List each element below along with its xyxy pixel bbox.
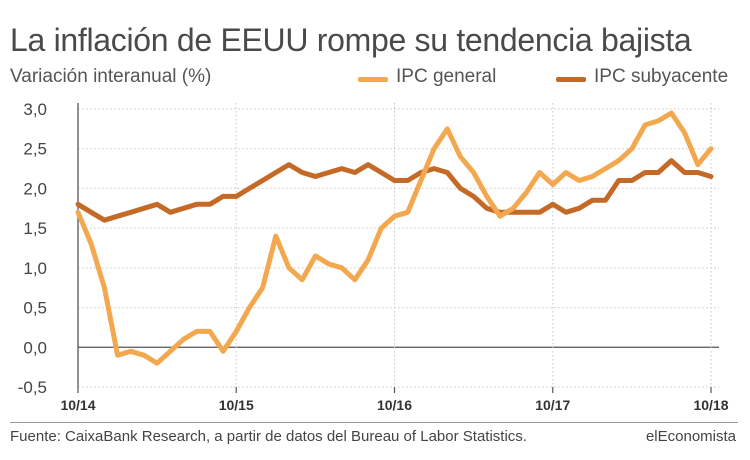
y-tick-label: 1,5 xyxy=(23,219,47,238)
grid-lines xyxy=(78,103,719,388)
x-tick-label: 10/15 xyxy=(219,397,254,413)
legend-label-ipc-general: IPC general xyxy=(396,66,497,87)
series-lines xyxy=(75,110,714,366)
y-tick-label: 0,0 xyxy=(23,338,47,357)
y-tick-label: 1,0 xyxy=(23,259,47,278)
source-note: Fuente: CaixaBank Research, a partir de … xyxy=(10,428,527,445)
legend-label-ipc-subyacente: IPC subyacente xyxy=(594,66,729,87)
y-axis-label: Variación interanual (%) xyxy=(10,66,212,87)
footer-divider xyxy=(10,422,738,423)
chart-title: La inflación de EEUU rompe su tendencia … xyxy=(10,22,692,58)
x-tick-label: 10/14 xyxy=(60,397,95,413)
y-tick-label: -0,5 xyxy=(18,378,47,397)
series-line-ipc-subyacente xyxy=(75,158,714,223)
x-tick-label: 10/16 xyxy=(377,397,412,413)
y-tick-label: 2,0 xyxy=(23,179,47,198)
tick-labels: -0,5 0,0 0,5 1,0 1,5 2,0 2,5 3,0 10/14 10/15 10/16… xyxy=(18,100,729,413)
line-chart: -0,5 0,0 0,5 1,0 1,5 2,0 2,5 3,0 10/14 10/15 10/16… xyxy=(18,100,729,413)
legend-swatch-ipc-subyacente xyxy=(556,77,586,82)
x-tick-label: 10/18 xyxy=(693,397,728,413)
x-tick-label: 10/17 xyxy=(535,397,570,413)
y-tick-label: 2,5 xyxy=(23,140,47,159)
series-line-ipc-general xyxy=(75,110,714,366)
y-tick-label: 0,5 xyxy=(23,299,47,318)
axes xyxy=(77,103,712,393)
y-tick-label: 3,0 xyxy=(23,100,47,119)
legend-swatch-ipc-general xyxy=(358,77,388,82)
brand-logo: elEconomista xyxy=(645,428,736,445)
